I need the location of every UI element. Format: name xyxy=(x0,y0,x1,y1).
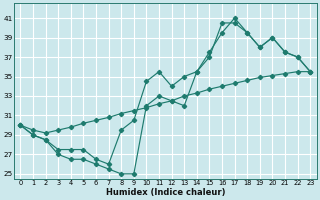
X-axis label: Humidex (Indice chaleur): Humidex (Indice chaleur) xyxy=(106,188,225,197)
